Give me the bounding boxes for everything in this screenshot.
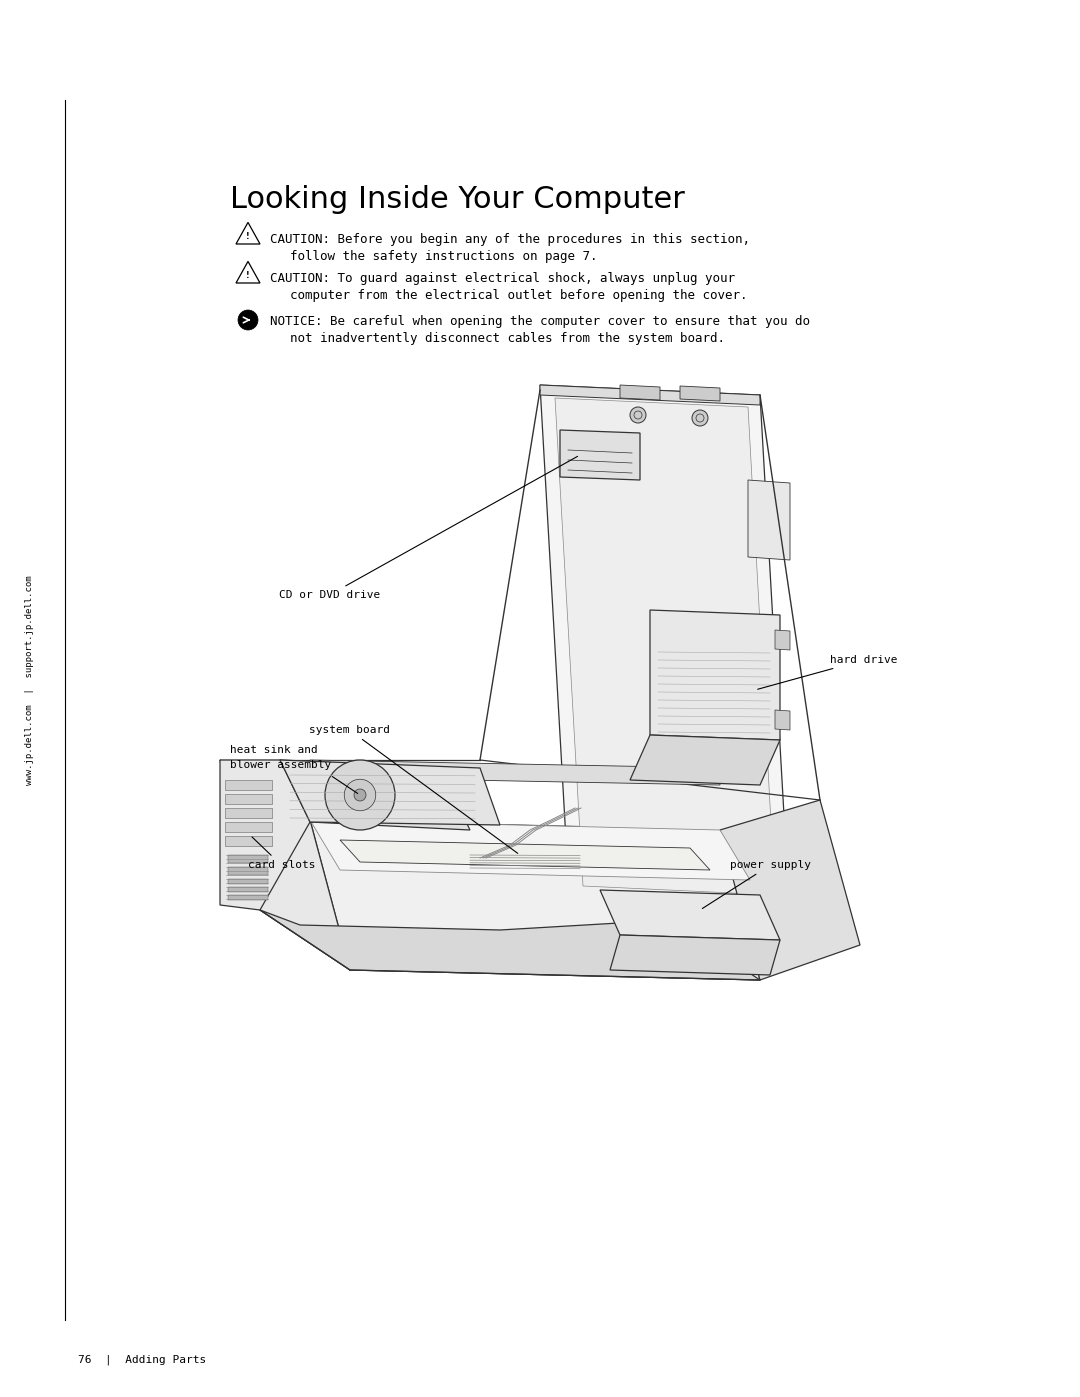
Polygon shape [630, 735, 780, 785]
Polygon shape [260, 909, 760, 981]
Polygon shape [600, 890, 780, 940]
Polygon shape [225, 793, 272, 805]
Polygon shape [561, 430, 640, 481]
Text: power supply: power supply [702, 861, 811, 908]
Polygon shape [310, 820, 760, 981]
Polygon shape [225, 835, 272, 847]
Circle shape [325, 760, 395, 830]
Text: card slots: card slots [247, 837, 315, 870]
Circle shape [630, 407, 646, 423]
Text: !: ! [246, 271, 249, 281]
Text: computer from the electrical outlet before opening the cover.: computer from the electrical outlet befo… [291, 289, 747, 302]
Polygon shape [228, 868, 268, 875]
Polygon shape [720, 800, 860, 981]
Text: system board: system board [309, 725, 517, 854]
Polygon shape [280, 760, 470, 830]
Polygon shape [555, 398, 775, 895]
Text: Looking Inside Your Computer: Looking Inside Your Computer [230, 184, 685, 214]
Circle shape [692, 409, 708, 426]
Text: !: ! [246, 232, 249, 242]
Polygon shape [228, 855, 268, 863]
Polygon shape [620, 386, 660, 400]
Polygon shape [680, 386, 720, 401]
Text: blower assembly: blower assembly [230, 760, 332, 770]
Polygon shape [225, 807, 272, 819]
Polygon shape [228, 895, 268, 900]
Circle shape [354, 789, 366, 800]
Polygon shape [310, 820, 750, 880]
Polygon shape [225, 821, 272, 833]
Polygon shape [540, 386, 789, 921]
Text: CAUTION: Before you begin any of the procedures in this section,: CAUTION: Before you begin any of the pro… [270, 233, 750, 246]
Polygon shape [228, 887, 268, 893]
Circle shape [238, 310, 258, 330]
Polygon shape [228, 879, 268, 884]
Polygon shape [775, 710, 789, 731]
Polygon shape [310, 760, 720, 785]
Polygon shape [340, 840, 710, 870]
Text: hard drive: hard drive [758, 655, 897, 689]
Text: not inadvertently disconnect cables from the system board.: not inadvertently disconnect cables from… [291, 332, 725, 345]
Polygon shape [225, 780, 272, 789]
Text: NOTICE: Be careful when opening the computer cover to ensure that you do: NOTICE: Be careful when opening the comp… [270, 314, 810, 328]
Polygon shape [610, 935, 780, 975]
Text: 76  |  Adding Parts: 76 | Adding Parts [78, 1355, 206, 1365]
Text: www.jp.dell.com  |  support.jp.dell.com: www.jp.dell.com | support.jp.dell.com [26, 576, 35, 785]
Polygon shape [540, 386, 760, 405]
Polygon shape [220, 760, 310, 909]
Text: follow the safety instructions on page 7.: follow the safety instructions on page 7… [291, 250, 597, 263]
Polygon shape [650, 610, 780, 740]
Polygon shape [775, 630, 789, 650]
Polygon shape [748, 481, 789, 560]
Circle shape [345, 780, 376, 810]
Text: heat sink and: heat sink and [230, 745, 318, 754]
Text: CD or DVD drive: CD or DVD drive [279, 457, 578, 599]
Polygon shape [280, 760, 500, 826]
Polygon shape [220, 760, 350, 970]
Text: CAUTION: To guard against electrical shock, always unplug your: CAUTION: To guard against electrical sho… [270, 272, 735, 285]
